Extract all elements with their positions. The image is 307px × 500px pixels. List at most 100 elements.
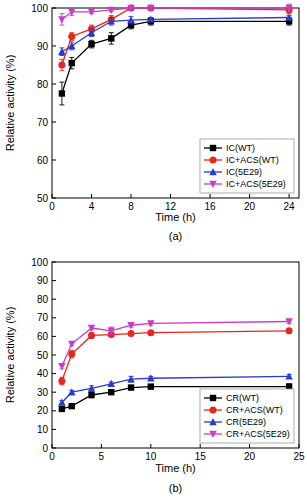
y-tick-label: 100 [31,257,48,268]
data-point [58,48,65,55]
legend-box [200,389,294,443]
y-tick [52,429,56,430]
x-tick [131,194,132,198]
y-tick [52,198,56,199]
x-tick-label: 16 [205,201,217,212]
y-tick [52,160,56,161]
x-tick-label: 5 [99,451,105,462]
data-point [69,60,75,66]
data-point [88,41,94,47]
data-point [128,330,135,337]
x-tick [150,444,151,448]
x-axis-label: Time (h) [155,462,196,474]
x-tick-label: 4 [89,201,95,212]
data-point [88,384,95,391]
series-line [62,8,289,65]
legend-label: CR+ACS(5E29) [226,429,290,439]
error-bar [59,82,64,105]
data-point [147,329,154,336]
legend-marker [210,145,216,151]
data-point [147,15,154,22]
data-point [68,9,75,16]
legend-marker [210,407,217,414]
x-tick [170,194,171,198]
legend-marker [210,157,217,164]
x-tick-label: 15 [195,451,207,462]
legend-label: IC(WT) [226,143,255,153]
data-point [58,378,65,385]
x-tick-label: 20 [244,201,256,212]
legend-marker [209,431,216,438]
legend-label: IC(5E29) [226,167,262,177]
x-tick-label: 24 [284,201,296,212]
y-tick [52,355,56,356]
data-point [108,7,115,14]
y-tick-label: 70 [37,117,49,128]
data-point [68,341,75,348]
data-point [58,398,65,405]
x-tick-label: 10 [145,451,157,462]
y-tick-label: 80 [37,79,49,90]
y-tick [52,317,56,318]
plot-frame [52,8,299,198]
legend-label: CR(WT) [226,393,259,403]
data-point [68,33,75,40]
y-tick-label: 40 [37,368,49,379]
x-tick [210,194,211,198]
data-point [69,403,75,409]
y-tick-label: 70 [37,312,49,323]
x-axis-label: Time (h) [155,211,196,223]
data-point [148,383,154,389]
data-point [147,5,154,12]
y-tick-label: 20 [37,405,49,416]
legend-label: CR+ACS(WT) [226,405,283,415]
panel: 506070809010004812162024Time (h)Relative… [4,3,299,243]
y-tick [52,122,56,123]
x-tick [249,194,250,198]
legend-label: IC+ACS(5E29) [226,179,286,189]
error-bar [89,40,94,48]
y-tick-label: 60 [37,155,49,166]
data-point [127,16,134,23]
data-point [58,16,65,23]
legend: IC(WT)IC+ACS(WT)IC(5E29)IC+ACS(5E29) [200,139,294,193]
y-tick [52,46,56,47]
x-tick-label: 8 [128,201,134,212]
background [0,0,307,500]
data-point [58,363,65,370]
plot-area [58,4,293,105]
y-tick [52,280,56,281]
figure: 506070809010004812162024Time (h)Relative… [0,0,307,500]
y-tick-label: 50 [37,193,49,204]
data-point [285,372,292,379]
x-tick-label: 0 [49,201,55,212]
y-tick [52,336,56,337]
y-tick [52,299,56,300]
y-axis-label: Relative activity (%) [4,55,16,152]
y-tick-label: 60 [37,331,49,342]
legend-marker [210,395,216,401]
legend-marker [209,168,216,175]
data-point [88,325,95,332]
y-tick-label: 90 [37,275,49,286]
data-point [108,17,115,24]
data-point [147,374,154,381]
data-point [58,62,65,69]
y-tick-label: 10 [37,424,49,435]
legend-label: CR(5E29) [226,417,266,427]
y-tick [52,392,56,393]
y-tick-label: 100 [31,3,48,14]
data-point [108,380,115,387]
data-point [285,5,292,12]
x-tick-label: 0 [49,451,55,462]
data-point [88,332,95,339]
y-tick-label: 50 [37,350,49,361]
data-point [88,29,95,36]
data-point [68,351,75,358]
data-point [59,406,65,412]
y-axis-label: Relative activity (%) [4,307,16,404]
x-tick [200,444,201,448]
panel-title: (b) [169,482,182,494]
legend-marker [209,181,216,188]
y-tick-label: 0 [42,443,48,454]
